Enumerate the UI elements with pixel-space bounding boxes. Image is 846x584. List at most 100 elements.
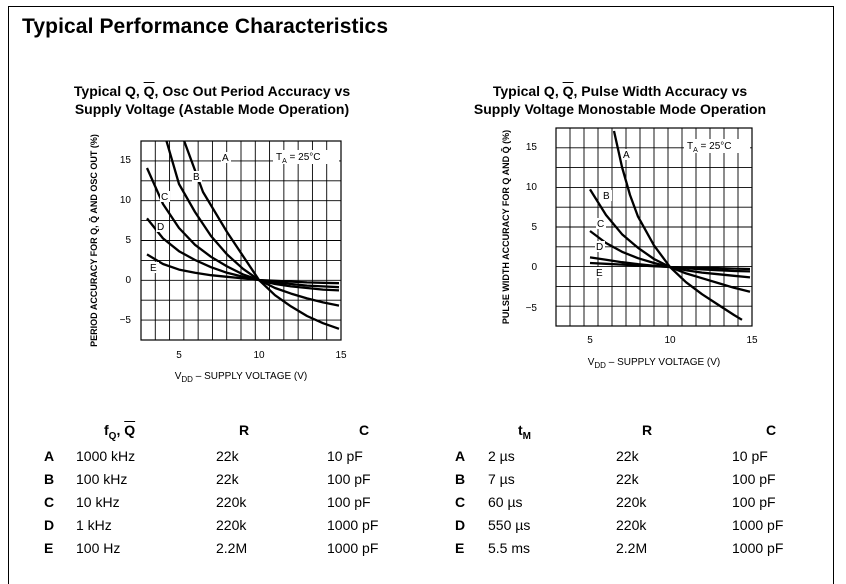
header-f-sub: Q bbox=[108, 430, 117, 442]
chart-1-series-e-label: E bbox=[150, 263, 157, 274]
chart-2-series-c-label: C bbox=[597, 219, 604, 230]
chart-1-y-axis-label: PERIOD ACCURACY FOR Q, Q̄ AND OSC OUT (%… bbox=[89, 134, 99, 347]
table-left-row-r: 2.2M bbox=[216, 540, 248, 556]
chart-1-series-c-line bbox=[145, 167, 340, 292]
chart-1-y-tick-label: 0 bbox=[125, 275, 131, 286]
chart-1-series-c-label: C bbox=[161, 192, 168, 203]
chart-1-x-tick-label: 5 bbox=[176, 350, 182, 361]
table-left-row-c: 100 pF bbox=[327, 471, 371, 487]
chart-2-x-tick-label: 15 bbox=[746, 335, 758, 346]
table-right-row-r: 22k bbox=[616, 471, 639, 487]
chart-2-temp-label: TA = 25°C bbox=[687, 141, 732, 154]
chart-1-temp-label: TA = 25°C bbox=[276, 152, 321, 165]
table-left-row-value: 100 kHz bbox=[76, 471, 128, 487]
table-right-row-c: 100 pF bbox=[732, 471, 776, 487]
chart-2-title: Typical Q, Q, Pulse Width Accuracy vs Su… bbox=[455, 82, 785, 118]
chart-1-y-tick-label: 10 bbox=[120, 195, 132, 206]
table-left-header-c: C bbox=[359, 422, 370, 438]
header-f-main: f bbox=[104, 422, 109, 438]
header-f-qbar: Q bbox=[124, 422, 136, 438]
chart-1-series-e-line bbox=[146, 253, 340, 285]
header-f-mid: , bbox=[116, 422, 125, 438]
chart-2-y-tick-label: 15 bbox=[526, 142, 538, 153]
chart-1-series-a-label-bg bbox=[221, 152, 231, 163]
chart-2-title-post: , Pulse Width Accuracy vs bbox=[573, 83, 748, 99]
chart-2-series-a-label: A bbox=[623, 150, 630, 161]
table-right-header-c: C bbox=[766, 422, 777, 438]
table-right-row-r: 220k bbox=[616, 494, 647, 510]
chart-1-series-e-label-bg bbox=[149, 262, 159, 273]
table-right-row-value: 7 µs bbox=[488, 471, 515, 487]
chart-2-y-axis-label: PULSE WIDTH ACCURACY FOR Q AND Q̄ (%) bbox=[501, 130, 511, 324]
table-right-header-t: tM bbox=[518, 422, 531, 442]
table-left-row-r: 22k bbox=[216, 448, 239, 464]
table-right-row-value: 2 µs bbox=[488, 448, 515, 464]
table-right-row-value: 5.5 ms bbox=[488, 540, 531, 556]
table-left-row-c: 1000 pF bbox=[327, 517, 379, 533]
table-right-row-r: 2.2M bbox=[616, 540, 648, 556]
chart-1-series-b-line bbox=[165, 141, 340, 307]
table-left-row-value: 100 Hz bbox=[76, 540, 121, 556]
table-left-row-r: 22k bbox=[216, 471, 239, 487]
table-left-row-value: 1000 kHz bbox=[76, 448, 136, 464]
table-right-row-letter: B bbox=[455, 471, 466, 487]
chart-1-series-a-line bbox=[182, 141, 340, 330]
chart-2-y-tick-label: 10 bbox=[526, 182, 538, 193]
table-left-row-letter: D bbox=[44, 517, 55, 533]
chart-1-y-tick-label: −5 bbox=[120, 315, 132, 326]
table-left-row-r: 220k bbox=[216, 517, 247, 533]
chart-1-title: Typical Q, Q, Osc Out Period Accuracy vs… bbox=[42, 82, 382, 118]
chart-1-x-tick-label: 10 bbox=[253, 350, 265, 361]
chart-2-title-pre: Typical Q, bbox=[492, 83, 563, 99]
chart-1-title-post: , Osc Out Period Accuracy vs bbox=[154, 83, 351, 99]
table-right-header-r: R bbox=[642, 422, 653, 438]
chart-1-y-tick-label: 15 bbox=[120, 155, 132, 166]
chart-1-series-d-label-bg bbox=[156, 221, 166, 232]
table-left-row-letter: C bbox=[44, 494, 55, 510]
chart-2-series-c-label-bg bbox=[596, 218, 606, 229]
table-right-row-letter: E bbox=[455, 540, 465, 556]
table-left-header-f: fQ, Q bbox=[104, 422, 135, 442]
table-left-row-value: 1 kHz bbox=[76, 517, 112, 533]
table-left-row-c: 1000 pF bbox=[327, 540, 379, 556]
chart-1-series-b-label-bg bbox=[192, 171, 202, 182]
chart-2-series-e-label: E bbox=[596, 268, 603, 279]
table-right-row-value: 550 µs bbox=[488, 517, 531, 533]
chart-1-series-c-label-bg bbox=[160, 191, 170, 202]
chart-2-x-tick-label: 5 bbox=[587, 335, 593, 346]
table-left-row-letter: E bbox=[44, 540, 54, 556]
chart-1-x-tick-label: 15 bbox=[335, 350, 347, 361]
table-right-row-letter: A bbox=[455, 448, 466, 464]
page-title: Typical Performance Characteristics bbox=[22, 15, 389, 38]
chart-2-title-qbar: Q bbox=[562, 83, 574, 99]
table-right-row-r: 22k bbox=[616, 448, 639, 464]
chart-2-series-a-label-bg bbox=[622, 149, 632, 160]
chart-1-series-b-label: B bbox=[193, 172, 200, 183]
chart-1-series-a-label: A bbox=[222, 153, 229, 164]
table-right-row-c: 1000 pF bbox=[732, 540, 784, 556]
table-right-row-c: 10 pF bbox=[732, 448, 768, 464]
chart-2-series-d-label: D bbox=[596, 242, 603, 253]
chart-2-series-d-label-bg bbox=[595, 241, 605, 252]
chart-1-title-line2: Supply Voltage (Astable Mode Operation) bbox=[74, 101, 350, 117]
table-right-row-value: 60 µs bbox=[488, 494, 523, 510]
chart-1-y-tick-label: 5 bbox=[125, 235, 131, 246]
chart-1-title-pre: Typical Q, bbox=[73, 83, 144, 99]
table-left-row-r: 220k bbox=[216, 494, 247, 510]
chart-1-series-d-label: D bbox=[157, 222, 164, 233]
chart-2-y-tick-label: 5 bbox=[531, 222, 537, 233]
table-right-row-r: 220k bbox=[616, 517, 647, 533]
chart-2-series-a-line bbox=[612, 130, 743, 321]
table-right-row-c: 1000 pF bbox=[732, 517, 784, 533]
table-left-header-r: R bbox=[239, 422, 250, 438]
header-t-sub: M bbox=[522, 430, 532, 442]
chart-2-temp-label-bg bbox=[684, 139, 750, 153]
header-t-main: t bbox=[518, 422, 523, 438]
chart-1-x-axis-label: VDD – SUPPLY VOLTAGE (V) bbox=[175, 371, 308, 384]
chart-1-title-qbar: Q bbox=[143, 83, 155, 99]
chart-2-y-tick-label: 0 bbox=[531, 262, 537, 273]
chart-2-series-e-label-bg bbox=[595, 267, 605, 278]
chart-1-series-d-line bbox=[146, 217, 340, 289]
chart-2-title-line2: Supply Voltage Monostable Mode Operation bbox=[473, 101, 767, 117]
chart-2-series-b-label: B bbox=[603, 191, 610, 202]
